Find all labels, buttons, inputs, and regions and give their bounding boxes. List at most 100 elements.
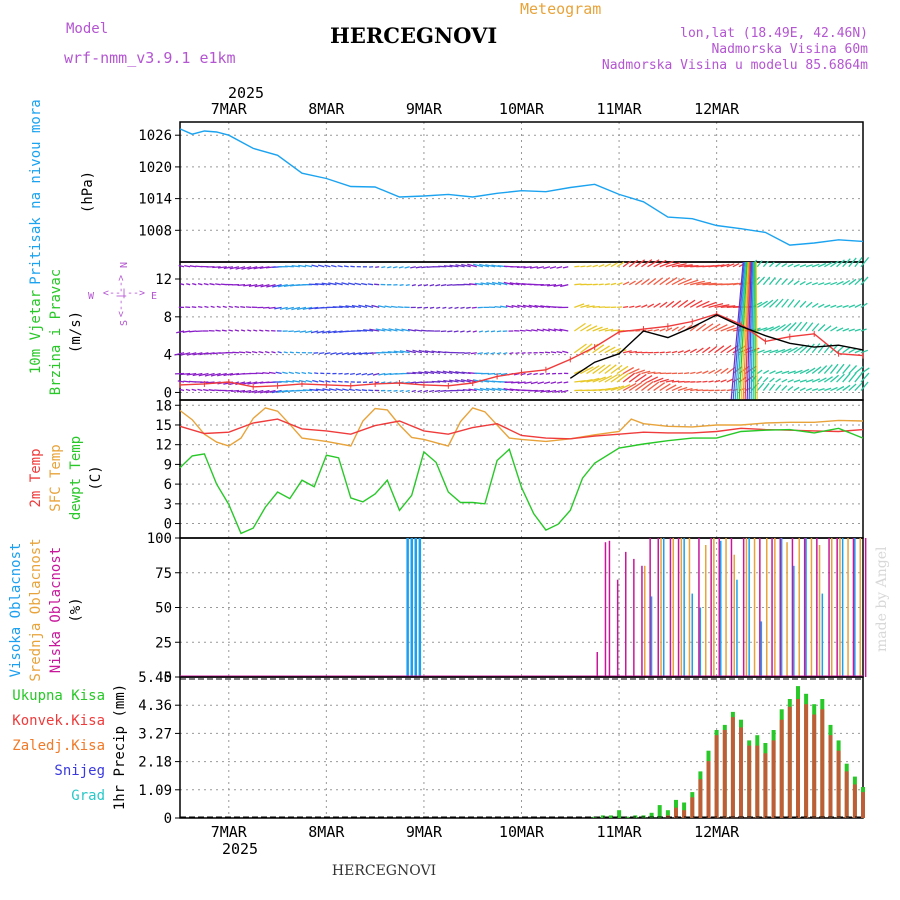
wind-arrow: [332, 306, 343, 309]
wind-arrow: [304, 264, 313, 268]
wind-arrow: [610, 364, 623, 375]
wind-arrow: [241, 266, 252, 270]
wind-arrow: [381, 266, 386, 269]
wind-arrow: [677, 386, 688, 392]
high-cloud-label: Visoka Oblacnost: [8, 543, 24, 678]
wind-arrow: [448, 370, 459, 375]
y-tick-label: 25: [155, 635, 172, 651]
wind-arrow: [708, 302, 724, 308]
wind-arrow: [347, 352, 355, 356]
wind-arrow: [732, 263, 740, 268]
wind-arrow: [197, 305, 203, 309]
wind-arrow: [399, 350, 410, 354]
panel-frame: [179, 676, 864, 819]
day-label-top: 7MAR: [211, 100, 248, 118]
wind-arrow: [665, 277, 678, 286]
wind-arrow: [291, 265, 301, 268]
year-label-bottom: 2025: [222, 840, 258, 858]
wind-arrow: [435, 284, 441, 287]
wind-arrow: [683, 299, 696, 308]
low-cloud-bar: [803, 538, 806, 677]
wind-arrow: [511, 381, 520, 384]
high-cloud-bar: [650, 596, 653, 677]
wind-arrow: [411, 389, 416, 393]
wind-arrow: [756, 376, 763, 383]
wind-arrow: [500, 305, 508, 309]
wind-arrow: [254, 284, 264, 288]
wind-arrow: [598, 387, 611, 392]
wind-arrow: [405, 284, 410, 287]
wind-arrow: [479, 387, 490, 392]
wind-arrow: [361, 372, 368, 376]
wind-arrow: [421, 329, 429, 332]
wind-arrow: [781, 348, 792, 354]
wind-arrow: [358, 352, 368, 355]
wind-arrow: [659, 383, 671, 392]
wind-arrow: [429, 284, 435, 287]
day-label-top: 11MAR: [596, 100, 642, 118]
high-cloud-bar: [663, 538, 665, 677]
wind-arrow: [604, 386, 618, 392]
wind-arrow: [757, 327, 768, 332]
wind-arrow: [830, 374, 840, 383]
wind-arrow: [503, 281, 514, 286]
wind-arrow: [197, 388, 203, 392]
wind-arrow: [440, 389, 447, 392]
wind-arrow: [324, 264, 331, 268]
wind-converge-arrow: [734, 261, 746, 401]
wind-arrow: [848, 372, 857, 383]
wind-arrow: [696, 371, 702, 375]
wind-arrow: [387, 350, 398, 354]
wind-arrow: [586, 365, 600, 375]
wind-arrow: [641, 304, 648, 308]
wind-arrow: [339, 305, 349, 309]
wind-arrow: [192, 282, 197, 286]
wind-arrow: [684, 372, 690, 375]
wind-arrow: [665, 351, 671, 354]
low-cloud-bar: [864, 538, 867, 677]
wind-arrow: [592, 376, 606, 383]
wind-arrow: [467, 263, 477, 268]
wind-arrow: [714, 379, 721, 383]
y-tick-label: 4: [164, 348, 172, 364]
wind-arrow: [285, 380, 294, 383]
wind-arrow: [440, 284, 447, 287]
wind-arrow: [238, 351, 246, 354]
wind-arrow: [634, 279, 643, 286]
wind-arrow: [610, 329, 619, 332]
wind-arrow: [229, 372, 240, 376]
compass-w: W: [88, 291, 95, 302]
wind-arrow: [574, 283, 582, 286]
dewpt-label: dewpt Temp: [68, 436, 84, 520]
wind-arrow: [689, 323, 700, 332]
wind-arrow: [647, 277, 657, 286]
wind-arrow: [659, 378, 669, 383]
model-value: wrf-nmm_v3.9.1 e1km: [64, 49, 236, 67]
wind-arrow: [217, 372, 227, 377]
total-precip-bar: [608, 815, 613, 818]
wind-arrow: [259, 329, 264, 332]
wind-arrow: [610, 262, 618, 268]
wind-arrow: [189, 265, 197, 268]
wind-arrow: [824, 261, 833, 268]
wind-arrow: [248, 284, 258, 287]
high-cloud-bar: [406, 538, 409, 677]
wind-arrow: [223, 372, 233, 377]
wind-arrow: [317, 264, 325, 268]
wind-arrow: [191, 388, 197, 392]
wind-arrow: [315, 282, 325, 286]
panel-3: 0 25 50 75 100: [147, 531, 867, 686]
wind-arrow: [487, 372, 496, 375]
conv-precip-bar: [844, 771, 849, 818]
wind-arrow: [610, 385, 625, 392]
wind-arrow: [355, 388, 362, 392]
wind-arrow: [860, 381, 869, 391]
low-cloud-bar: [641, 565, 643, 677]
wind-arrow: [228, 329, 233, 332]
wind-arrow: [659, 260, 674, 268]
wind-arrow: [547, 284, 557, 287]
conv-precip-bar: [730, 717, 735, 818]
wind-arrow: [534, 389, 544, 392]
wind-arrow: [671, 350, 678, 354]
wind-arrow: [525, 329, 532, 332]
